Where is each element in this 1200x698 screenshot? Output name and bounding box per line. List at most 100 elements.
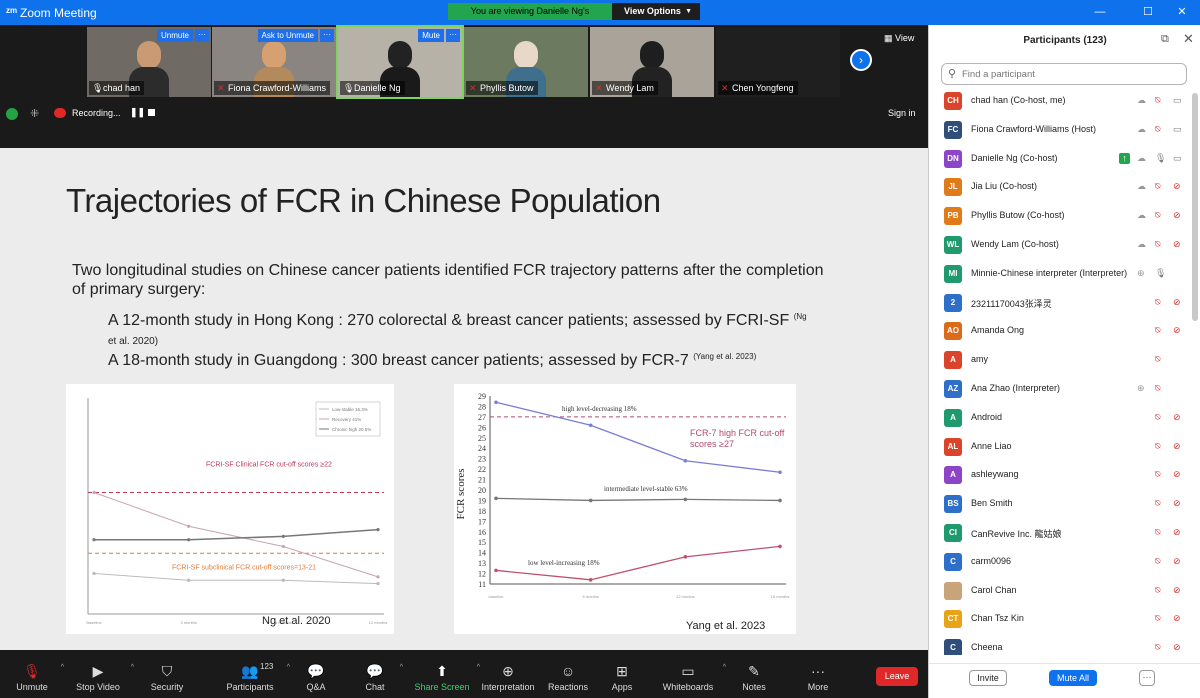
caret-up-icon[interactable]: ^	[286, 664, 290, 671]
participant-row[interactable]: BS Ben Smith ⍉ ⊘	[929, 490, 1189, 519]
camera-off-icon: ⊘	[1173, 325, 1181, 336]
stop-recording-button[interactable]	[148, 109, 155, 116]
avatar: MI	[944, 264, 962, 283]
participant-row[interactable]: A Android ⍉ ⊘	[929, 404, 1189, 433]
participant-name: carm0096	[971, 555, 1012, 566]
participant-row[interactable]: WL Wendy Lam (Co-host) ☁ ⍉ ⊘	[929, 231, 1189, 260]
chart-ng-2020: Baseline 3 months 6 months 12 months FCRI-SF…	[66, 384, 394, 634]
video-tile-active-speaker[interactable]: Mute ··· 🎙 Danielle Ng	[336, 25, 464, 99]
participant-name: Cheena	[971, 642, 1003, 653]
slide-bullet-2: A 18-month study in Guangdong : 300 brea…	[108, 352, 757, 369]
leave-button[interactable]: Leave	[876, 667, 918, 686]
participant-row[interactable]: MI Minnie-Chinese interpreter (Interprete…	[929, 260, 1189, 289]
legend-entry: Recovery 41%	[332, 417, 361, 422]
legend-entry: Low-stable 16.3%	[332, 407, 368, 412]
more-button[interactable]: ··· More	[800, 650, 836, 698]
participant-row[interactable]: FC Fiona Crawford-Williams (Host) ☁ ⍉ ▭	[929, 116, 1189, 145]
unmute-tag-button[interactable]: Unmute	[156, 29, 193, 42]
clinical-cutoff-annotation: FCRI-SF Clinical FCR cut-off scores ≥22	[206, 462, 332, 469]
toolbar-label: Unmute	[16, 682, 48, 692]
participants-button[interactable]: 👥 123 Participants ^	[218, 650, 290, 698]
camera-icon: ▭	[1173, 95, 1182, 105]
participant-search[interactable]: ⚲	[941, 63, 1187, 85]
grid-icon: ▦	[884, 33, 896, 43]
encryption-shield-icon[interactable]	[6, 108, 18, 120]
participant-row[interactable]: DN Danielle Ng (Co-host) ↑ ☁ 🎙 ▭	[929, 145, 1189, 174]
security-button[interactable]: ⛉ Security	[140, 650, 194, 698]
caret-up-icon[interactable]: ^	[130, 664, 134, 671]
pause-recording-button[interactable]: ❚❚	[130, 107, 146, 117]
toolbar-label: Whiteboards	[662, 682, 714, 692]
avatar: A	[944, 466, 962, 485]
participant-row[interactable]: AL Anne Liao ⍉ ⊘	[929, 433, 1189, 462]
toolbar-label: Chat	[365, 682, 385, 692]
q-a-button[interactable]: 💬 Q&A	[296, 650, 336, 698]
maximize-button[interactable]: ☐	[1143, 6, 1153, 18]
video-tile[interactable]: ✕ Phyllis Butow	[464, 27, 588, 97]
more-options-button[interactable]: ···	[1139, 670, 1155, 686]
caret-up-icon[interactable]: ^	[399, 664, 403, 671]
whiteboards-button[interactable]: ▭ Whiteboards ^	[658, 650, 726, 698]
participant-name: Ana Zhao (Interpreter)	[971, 383, 1061, 393]
invite-button[interactable]: Invite	[969, 670, 1007, 686]
participant-row[interactable]: CT Chan Tsz Kin ⍉ ⊘	[929, 605, 1189, 634]
caret-up-icon[interactable]: ^	[476, 664, 480, 671]
minimize-button[interactable]: —	[1094, 6, 1106, 18]
view-options-button[interactable]: View Options ▼	[612, 3, 700, 20]
participant-search-input[interactable]	[962, 66, 1182, 82]
video-tile[interactable]: Unmute ··· 🎙 chad han	[87, 27, 211, 97]
participant-row[interactable]: CH chad han (Co-host, me) ☁ ⍉ ▭	[929, 87, 1189, 116]
tile-more-button[interactable]: ···	[320, 29, 334, 42]
data-point	[187, 524, 191, 528]
caret-up-icon[interactable]: ^	[60, 664, 64, 671]
avatar: C	[944, 639, 962, 655]
mute-tag-button[interactable]: Mute	[418, 29, 444, 42]
avatar: C	[944, 552, 962, 571]
tile-more-button[interactable]: ···	[195, 29, 209, 42]
participant-name: Ben Smith	[971, 498, 1013, 509]
close-panel-icon[interactable]: ✕	[1183, 31, 1194, 46]
ask-to-unmute-button[interactable]: Ask to Unmute	[257, 29, 318, 42]
apps-button[interactable]: ⊞ Apps	[604, 650, 640, 698]
participant-row[interactable]: JL Jia Liu (Co-host) ☁ ⍉ ⊘	[929, 173, 1189, 202]
close-window-button[interactable]: ✕	[1177, 6, 1187, 18]
next-page-arrow-icon[interactable]: ›	[850, 49, 872, 71]
stop-video-button[interactable]: ▶ Stop Video ^	[70, 650, 134, 698]
popout-icon[interactable]: ⧉	[1161, 33, 1169, 45]
unmute-button[interactable]: 🎙 Unmute ^	[8, 650, 64, 698]
participant-row[interactable]: PB Phyllis Butow (Co-host) ☁ ⍉ ⊘	[929, 202, 1189, 231]
avatar: BS	[944, 495, 962, 514]
mic-muted-icon: ✕	[217, 83, 225, 93]
sign-in-link[interactable]: Sign in	[888, 108, 916, 118]
interpretation-button[interactable]: ⊕ Interpretation	[478, 650, 538, 698]
data-point	[683, 497, 688, 502]
reactions-button[interactable]: ☺ Reactions	[544, 650, 592, 698]
video-tile[interactable]: ✕ Chen Yongfeng	[716, 27, 840, 97]
chat-icon: 💬	[366, 663, 384, 679]
chat-button[interactable]: 💬 Chat ^	[355, 650, 403, 698]
y-tick-label: 28	[478, 402, 486, 411]
x-tick-label: 6 months	[275, 620, 291, 625]
view-button[interactable]: ▦ View	[884, 33, 914, 44]
gallery-layout-icon[interactable]: ⁜	[30, 108, 40, 120]
video-tile[interactable]: ✕ Wendy Lam	[590, 27, 714, 97]
participant-list-scrollbar[interactable]	[1191, 87, 1199, 655]
mute-all-button[interactable]: Mute All	[1049, 670, 1097, 686]
participant-row[interactable]: Carol Chan ⍉ ⊘	[929, 577, 1189, 606]
caret-up-icon[interactable]: ^	[722, 664, 726, 671]
mic-muted-icon: ⍉	[1155, 498, 1161, 509]
video-tile[interactable]: Ask to Unmute ··· ✕ Fiona Crawford-Willia…	[212, 27, 336, 97]
participant-row[interactable]: AO Amanda Ong ⍉ ⊘	[929, 317, 1189, 346]
participant-row[interactable]: CI CanRevive Inc. 龍姑娘 ⍉ ⊘	[929, 519, 1189, 548]
participant-row[interactable]: C Cheena ⍉ ⊘	[929, 634, 1189, 655]
participant-row[interactable]: 2 23211170043张泽灵 ⍉ ⊘	[929, 289, 1189, 318]
tile-more-button[interactable]: ···	[446, 29, 460, 42]
notes-button[interactable]: ✎ Notes	[736, 650, 772, 698]
zoom-logo-icon: zm	[6, 6, 18, 15]
participant-row[interactable]: AZ Ana Zhao (Interpreter) ⊕ ⍉	[929, 375, 1189, 404]
share-screen-button[interactable]: ⬆ Share Screen ^	[412, 650, 480, 698]
